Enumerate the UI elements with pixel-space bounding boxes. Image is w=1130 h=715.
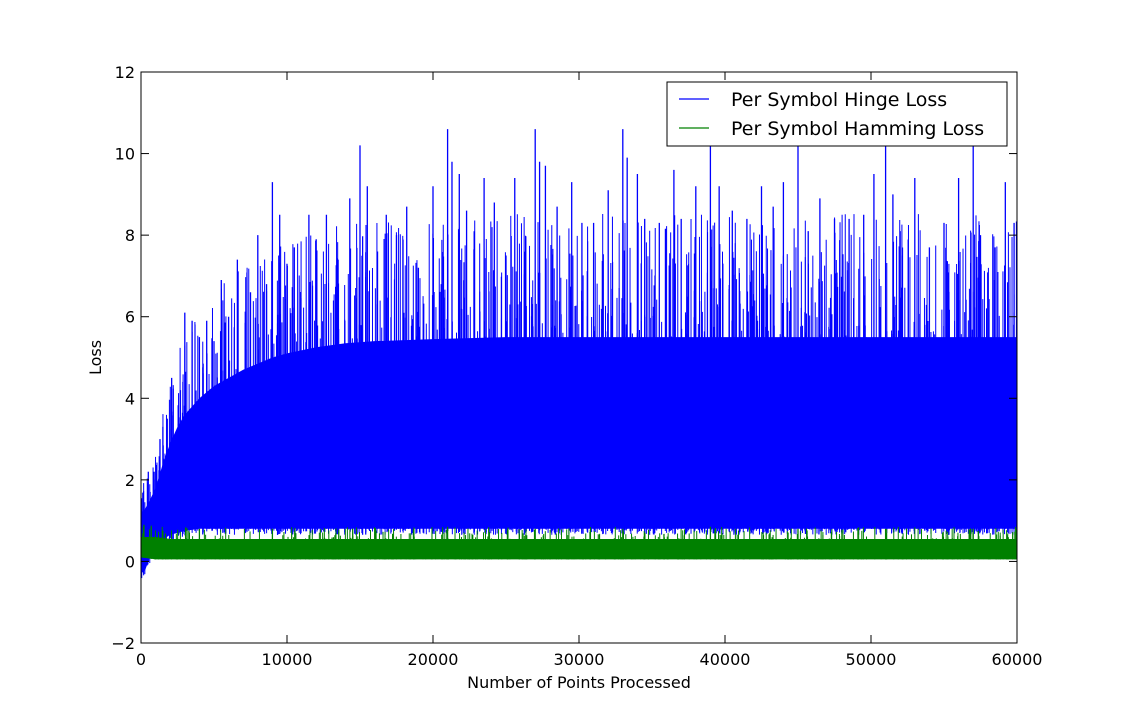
x-tick-label: 30000 [554,650,605,669]
y-tick-label: 8 [125,226,135,245]
x-axis-label: Number of Points Processed [467,673,691,692]
legend-label-hinge: Per Symbol Hinge Loss [731,89,947,111]
legend-label-hamming: Per Symbol Hamming Loss [731,118,984,140]
y-tick-label: 12 [115,63,135,82]
x-tick-label: 0 [136,650,146,669]
axis-ticks: 0 10000 20000 30000 40000 50000 60000−20246810… [111,63,1042,669]
y-tick-label: 4 [125,389,135,408]
y-tick-label: 10 [115,145,135,164]
series-layer [141,129,1017,579]
x-tick-label: 50000 [846,650,897,669]
x-tick-label: 20000 [408,650,459,669]
y-tick-label: 6 [125,308,135,327]
y-tick-label: 2 [125,471,135,490]
x-tick-label: 60000 [992,650,1043,669]
series-hamming [141,524,1017,560]
y-tick-label: 0 [125,552,135,571]
plot-area [141,129,1017,579]
x-tick-label: 10000 [262,650,313,669]
y-axis-label: Loss [86,340,105,375]
y-tick-label: −2 [111,634,135,653]
series-hinge [141,129,1017,579]
legend: Per Symbol Hinge Loss Per Symbol Hamming… [666,81,1008,147]
legend-box [666,81,1008,147]
x-tick-label: 40000 [700,650,751,669]
